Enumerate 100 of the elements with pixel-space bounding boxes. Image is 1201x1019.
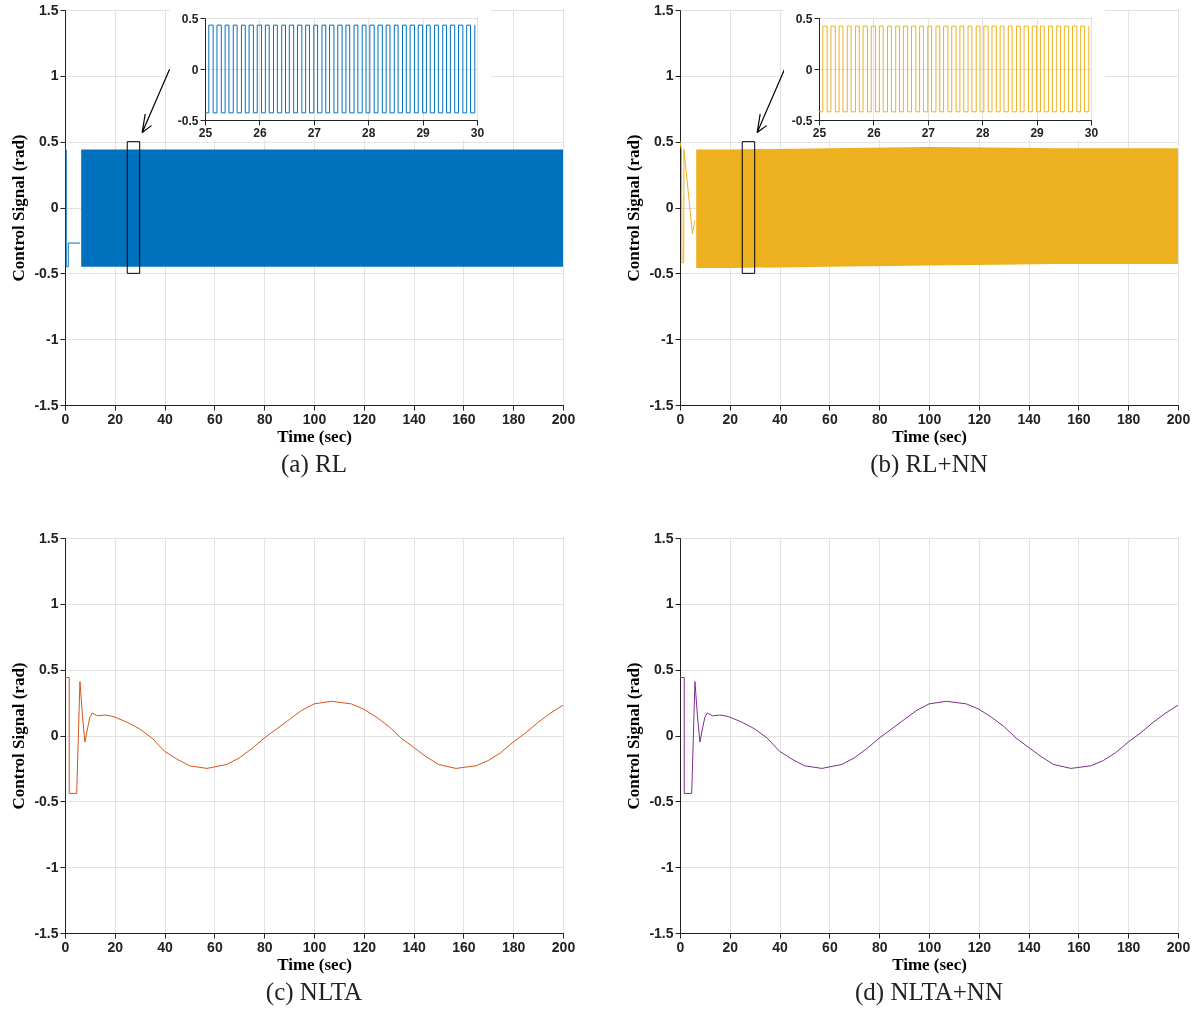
y-tick-label: -1.5 xyxy=(649,924,674,941)
y-tick-label: 0.5 xyxy=(654,133,674,150)
x-tick-label: 60 xyxy=(822,410,838,427)
x-tick-label: 180 xyxy=(502,938,526,955)
x-tick-label: 30 xyxy=(1084,125,1099,140)
x-tick-label: 180 xyxy=(1117,938,1141,955)
x-tick-label: 27 xyxy=(921,125,936,140)
x-tick-label: 28 xyxy=(362,125,376,140)
x-tick-label: 100 xyxy=(302,410,327,427)
y-axis-title: Control Signal (rad) xyxy=(9,662,29,810)
x-tick-label: 120 xyxy=(967,938,992,955)
y-tick-label: -1.5 xyxy=(34,396,59,413)
x-tick-label: 26 xyxy=(867,125,881,140)
x-tick-label: 200 xyxy=(1166,938,1191,955)
x-tick-label: 20 xyxy=(107,938,124,955)
y-tick-label: -0.5 xyxy=(177,113,199,128)
line-series xyxy=(680,677,1178,794)
y-tick-label: 0.5 xyxy=(181,11,199,26)
x-tick-label: 100 xyxy=(917,938,942,955)
text: (a) RL xyxy=(281,450,347,478)
y-tick-label: 0.5 xyxy=(39,661,59,678)
x-tick-label: 60 xyxy=(207,410,223,427)
x-tick-label: 0 xyxy=(676,938,685,955)
x-tick-label: 120 xyxy=(967,410,992,427)
x-tick-label: 80 xyxy=(871,410,888,427)
x-tick-label: 40 xyxy=(772,410,789,427)
y-tick-label: -0.5 xyxy=(34,792,59,809)
y-tick-label: -1.5 xyxy=(34,924,59,941)
y-tick-label: -0.5 xyxy=(649,264,674,281)
y-tick-label: 0.5 xyxy=(654,661,674,678)
y-tick-label: 0 xyxy=(50,199,59,215)
y-tick-label: -0.5 xyxy=(34,264,59,281)
x-tick-label: 160 xyxy=(452,938,476,955)
y-tick-label: 0 xyxy=(665,199,674,215)
x-tick-label: 100 xyxy=(917,410,942,427)
y-tick-label: 1 xyxy=(665,67,674,84)
x-tick-label: 0 xyxy=(676,410,685,427)
x-tick-label: 40 xyxy=(157,938,174,955)
y-axis-title: Control Signal (rad) xyxy=(9,134,29,282)
x-tick-label: 40 xyxy=(157,410,174,427)
x-tick-label: 180 xyxy=(1117,410,1141,427)
line-series xyxy=(65,677,563,794)
x-tick-label: 25 xyxy=(198,125,213,140)
y-tick-label: 1.5 xyxy=(39,529,59,546)
y-tick-label: 0 xyxy=(805,62,813,77)
x-tick-label: 80 xyxy=(871,938,888,955)
y-tick-label: 0.5 xyxy=(795,11,813,26)
x-tick-label: 27 xyxy=(307,125,322,140)
x-tick-label: 120 xyxy=(352,410,377,427)
y-tick-label: -1 xyxy=(661,330,674,347)
y-tick-label: 1.5 xyxy=(39,1,59,18)
y-tick-label: -0.5 xyxy=(791,113,813,128)
x-tick-label: 26 xyxy=(253,125,267,140)
x-tick-label: 200 xyxy=(551,938,576,955)
x-tick-label: 80 xyxy=(256,938,273,955)
x-tick-label: 20 xyxy=(722,938,739,955)
text: (b) RL+NN xyxy=(870,450,988,478)
x-tick-label: 25 xyxy=(812,125,827,140)
y-tick-label: 1 xyxy=(665,595,674,612)
x-axis-title: Time (sec) xyxy=(892,426,967,446)
x-tick-label: 140 xyxy=(1017,410,1041,427)
x-tick-label: 40 xyxy=(772,938,789,955)
y-tick-label: -1 xyxy=(46,858,59,875)
y-tick-label: -1.5 xyxy=(649,396,674,413)
x-tick-label: 140 xyxy=(402,938,426,955)
x-tick-label: 28 xyxy=(976,125,990,140)
x-tick-label: 60 xyxy=(822,938,838,955)
y-tick-label: 0 xyxy=(665,727,674,743)
x-tick-label: 100 xyxy=(302,938,327,955)
x-tick-label: 160 xyxy=(1067,410,1091,427)
x-tick-label: 200 xyxy=(1166,410,1191,427)
x-tick-label: 30 xyxy=(470,125,485,140)
x-tick-label: 120 xyxy=(352,938,377,955)
y-axis-title: Control Signal (rad) xyxy=(624,134,644,282)
x-tick-label: 20 xyxy=(722,410,739,427)
y-tick-label: -0.5 xyxy=(649,792,674,809)
y-tick-label: 1.5 xyxy=(654,529,674,546)
x-tick-label: 29 xyxy=(1030,125,1045,140)
y-tick-label: 1.5 xyxy=(654,1,674,18)
x-tick-label: 160 xyxy=(452,410,476,427)
x-tick-label: 80 xyxy=(256,410,273,427)
x-axis-title: Time (sec) xyxy=(892,954,967,974)
y-tick-label: 0 xyxy=(191,62,199,77)
y-tick-label: 1 xyxy=(50,595,59,612)
x-tick-label: 160 xyxy=(1067,938,1091,955)
y-tick-label: -1 xyxy=(661,858,674,875)
x-tick-label: 60 xyxy=(207,938,223,955)
x-tick-label: 140 xyxy=(402,410,426,427)
x-axis-title: Time (sec) xyxy=(277,954,352,974)
x-tick-label: 140 xyxy=(1017,938,1041,955)
x-tick-label: 180 xyxy=(502,410,526,427)
y-tick-label: 1 xyxy=(50,67,59,84)
y-tick-label: 0.5 xyxy=(39,133,59,150)
x-tick-label: 0 xyxy=(61,410,70,427)
x-tick-label: 0 xyxy=(61,938,70,955)
x-tick-label: 200 xyxy=(551,410,576,427)
x-tick-label: 20 xyxy=(107,410,124,427)
y-tick-label: 0 xyxy=(50,727,59,743)
text: (d) NLTA+NN xyxy=(855,978,1003,1006)
x-axis-title: Time (sec) xyxy=(277,426,352,446)
